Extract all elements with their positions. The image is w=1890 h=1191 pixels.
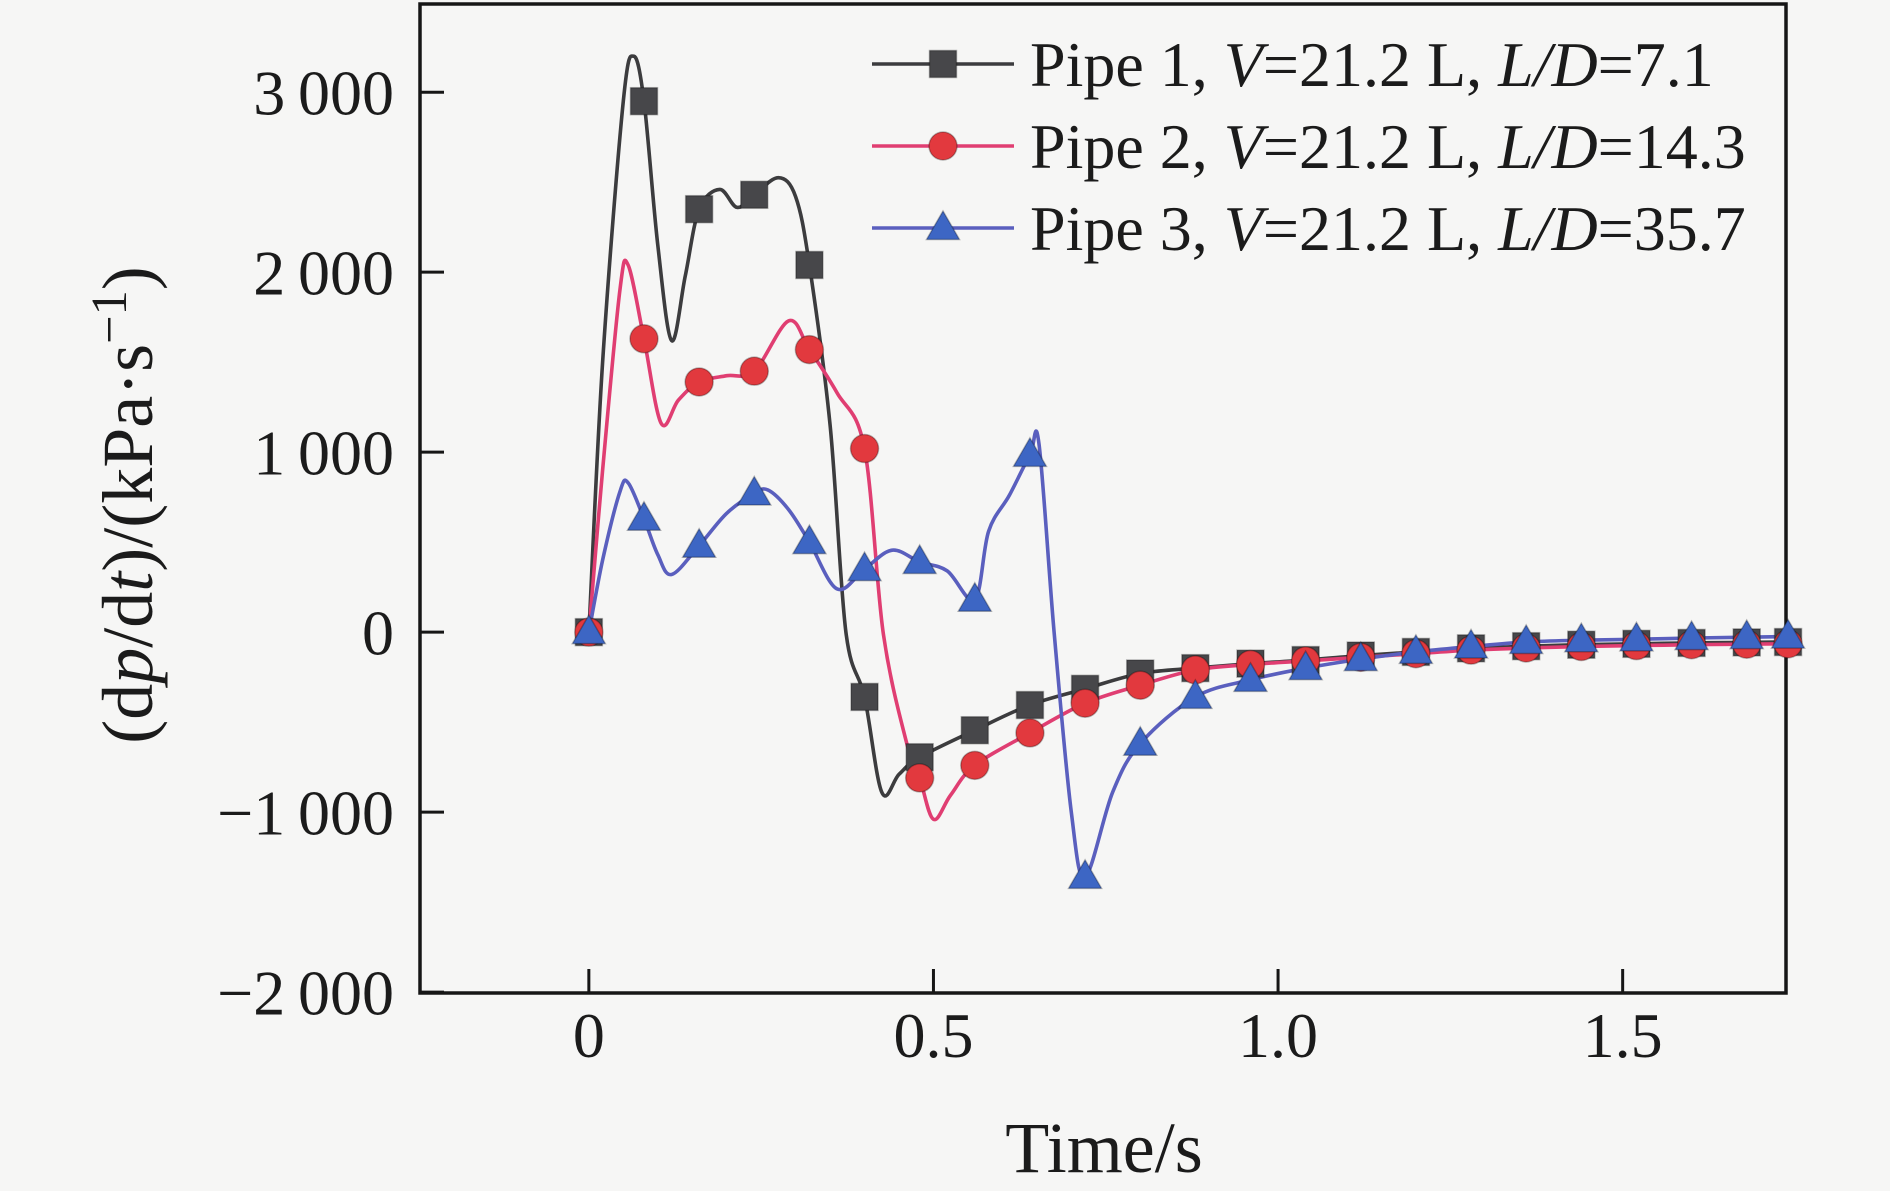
series-3-marker [1122, 725, 1159, 756]
series-3-marker [1563, 621, 1600, 653]
series-3-marker [1067, 858, 1103, 890]
x-tick-label: 1.5 [1583, 1000, 1663, 1071]
series-2-marker [960, 750, 990, 781]
legend-label: Pipe 1, V=21.2 L, L/D=7.1 [1030, 29, 1714, 100]
series-curves [571, 54, 1806, 890]
legend-marker-triangle [925, 209, 961, 241]
series-3-marker [681, 527, 717, 558]
series-3-marker [1398, 633, 1434, 665]
series-2-marker [904, 763, 935, 793]
y-axis-label: (dp/dt)/(kPa·s−1) [81, 266, 168, 744]
y-tick-label: 2 000 [253, 238, 394, 309]
series-3-marker [1508, 623, 1544, 655]
series-2-line [587, 258, 1790, 822]
y-tick-label: −2 000 [217, 958, 394, 1029]
series-3-marker [736, 475, 773, 506]
legend-item-3: Pipe 3, V=21.2 L, L/D=35.7 [872, 193, 1746, 264]
series-2-marker [849, 433, 880, 464]
series-2-marker [629, 324, 659, 354]
series-2-marker [1125, 670, 1155, 700]
y-tick-label: 0 [362, 598, 394, 669]
series-2-marker [1070, 688, 1100, 718]
legend-marker-circle [928, 131, 958, 161]
tick-labels: 3 000 2 000 1 000 0 −1 000 −2 000 0 0.5 1.0 1.5 [217, 58, 1663, 1071]
series-3-marker [1618, 620, 1655, 652]
series-3-marker [957, 581, 993, 612]
series-2-marker [794, 334, 825, 365]
series-3-marker [1770, 618, 1806, 649]
series-3-marker [1453, 628, 1489, 659]
legend: Pipe 1, V=21.2 L, L/D=7.1 Pipe 2, V=21.2 … [872, 29, 1746, 264]
series-1-marker [850, 682, 879, 712]
series-2-marker [1015, 718, 1045, 748]
series-1-marker [1015, 690, 1045, 720]
x-tick-label: 1.0 [1238, 1000, 1318, 1071]
series-3-marker [1287, 649, 1324, 681]
series-3-marker [846, 550, 883, 582]
series-3-marker [901, 543, 938, 575]
series-3-marker [1177, 678, 1214, 710]
legend-marker-square [928, 49, 958, 79]
series-3-marker [1232, 661, 1269, 693]
series-3-marker [571, 613, 607, 645]
series-1-marker [795, 250, 824, 280]
series-1-marker [740, 180, 769, 210]
series-3-marker [1673, 619, 1710, 651]
series-1-marker [960, 715, 990, 745]
series-3-marker [1012, 436, 1048, 468]
series-1-marker [684, 194, 714, 224]
series-2-markers [574, 324, 1803, 793]
series-3-marker [626, 500, 662, 531]
series-2-marker [739, 356, 770, 386]
series-2-marker [684, 367, 714, 397]
x-axis-label: Time/s [1005, 1108, 1202, 1188]
legend-label: Pipe 3, V=21.2 L, L/D=35.7 [1030, 193, 1746, 264]
plot-border [418, 2, 1788, 995]
x-tick-label: 0 [573, 1000, 605, 1071]
axis-ticks [420, 90, 1625, 994]
series-3-marker [791, 523, 828, 555]
series-3-markers [571, 436, 1806, 890]
legend-item-1: Pipe 1, V=21.2 L, L/D=7.1 [872, 29, 1714, 100]
y-tick-label: −1 000 [217, 778, 394, 849]
y-tick-label: 1 000 [253, 418, 394, 489]
legend-label: Pipe 2, V=21.2 L, L/D=14.3 [1030, 111, 1746, 182]
x-tick-label: 0.5 [893, 1000, 973, 1071]
series-3-marker [1342, 640, 1379, 672]
series-3-marker [1728, 618, 1765, 650]
series-1-marker [629, 86, 659, 116]
y-tick-label: 3 000 [253, 58, 394, 129]
legend-item-2: Pipe 2, V=21.2 L, L/D=14.3 [872, 111, 1746, 182]
